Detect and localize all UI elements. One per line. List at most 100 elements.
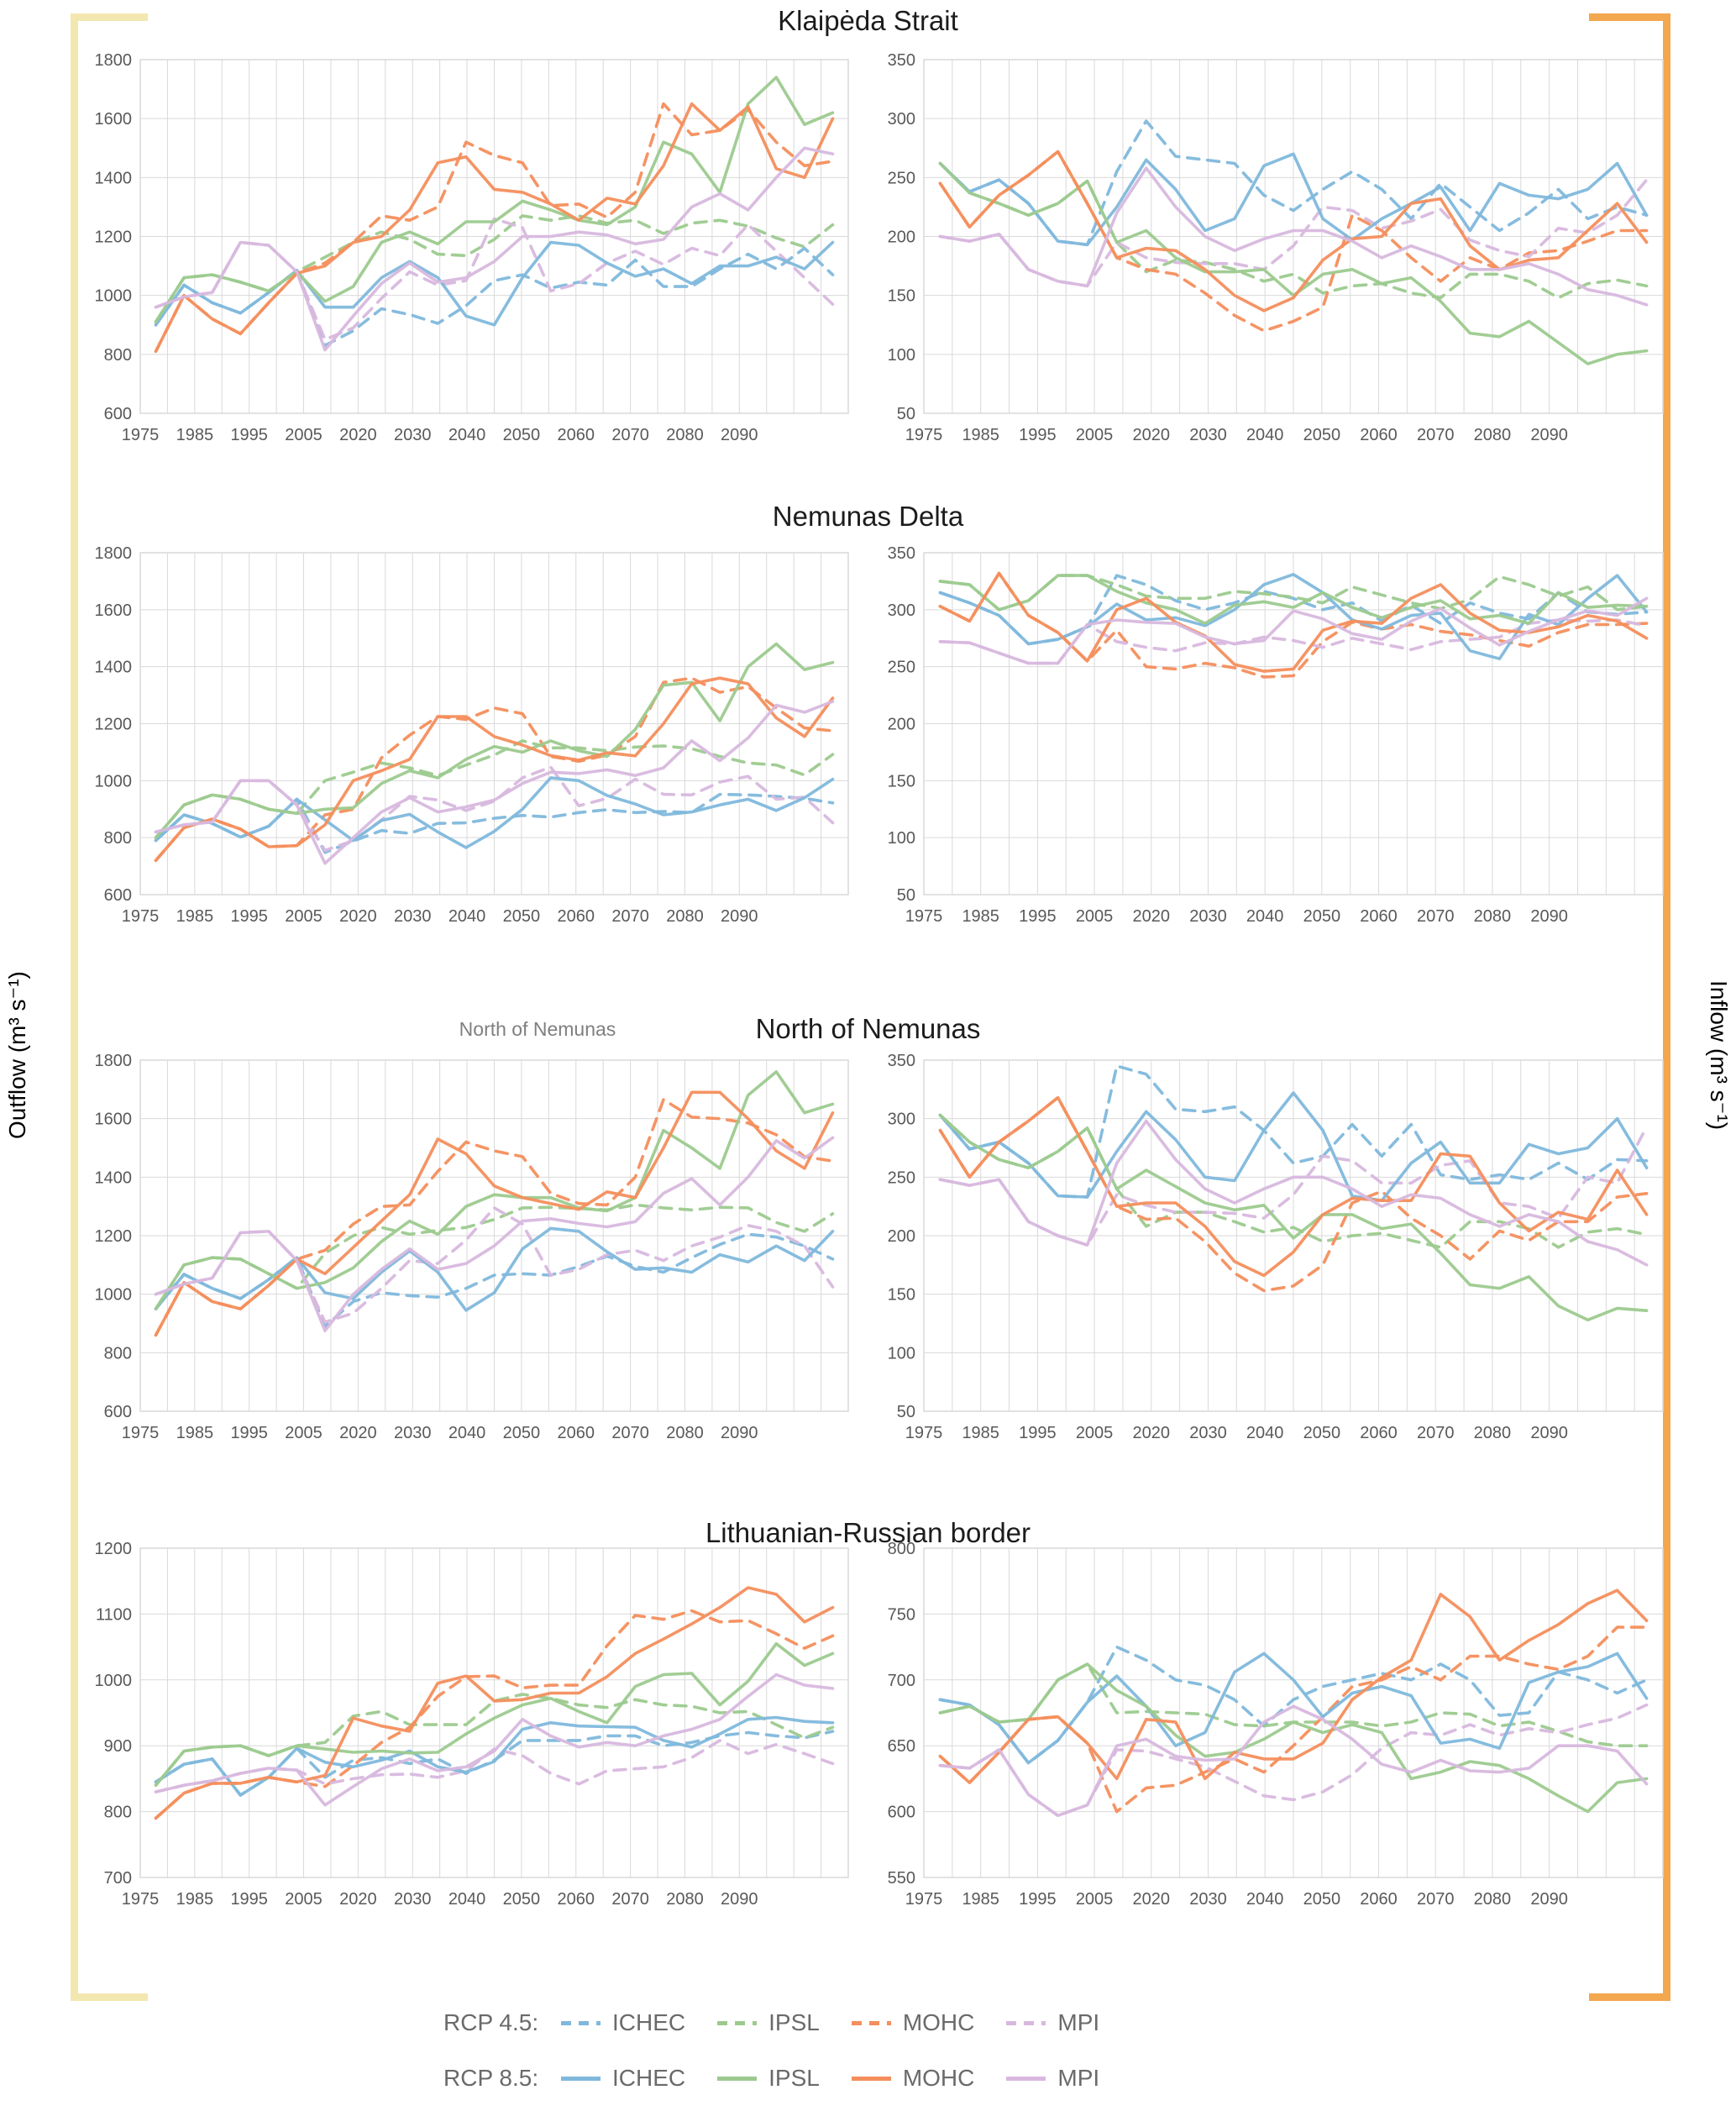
svg-text:2080: 2080 — [666, 1424, 704, 1442]
legend-label: MOHC — [902, 2009, 975, 2035]
svg-text:150: 150 — [888, 1286, 915, 1305]
svg-text:1995: 1995 — [230, 907, 268, 926]
svg-text:800: 800 — [104, 1344, 132, 1363]
svg-text:350: 350 — [888, 544, 915, 563]
svg-text:1000: 1000 — [95, 1672, 133, 1690]
svg-text:750: 750 — [888, 1605, 915, 1624]
row-title-lithuanian-russian-border: Lithuanian-Russian border — [705, 1517, 1031, 1548]
svg-text:1985: 1985 — [962, 426, 999, 444]
svg-text:2030: 2030 — [394, 907, 432, 926]
legend-label: ICHEC — [612, 2009, 686, 2035]
inflow-column-bracket — [1589, 13, 1670, 2001]
svg-text:2060: 2060 — [558, 426, 595, 444]
legend-label: MPI — [1057, 2065, 1100, 2091]
svg-text:1000: 1000 — [95, 287, 133, 306]
svg-text:2070: 2070 — [611, 907, 649, 926]
svg-text:1975: 1975 — [905, 1890, 943, 1909]
svg-text:200: 200 — [888, 1227, 915, 1246]
svg-text:1800: 1800 — [95, 1052, 133, 1070]
svg-text:2080: 2080 — [666, 1890, 704, 1909]
svg-text:2080: 2080 — [666, 426, 704, 444]
svg-text:2070: 2070 — [1417, 1890, 1455, 1909]
svg-text:600: 600 — [888, 1804, 915, 1822]
chart-klaipeda-strait-outflow: 600 800 1000 1200 1400 1600 1800 1975 1985 1995 20… — [75, 48, 860, 460]
svg-text:2060: 2060 — [1360, 1890, 1398, 1909]
ichec-solid-line-swatch — [561, 2076, 601, 2081]
svg-text:50: 50 — [897, 1403, 915, 1421]
svg-text:800: 800 — [104, 346, 132, 365]
legend-item-rcp85-mpi: MPI — [1006, 2065, 1099, 2092]
svg-text:2070: 2070 — [611, 1424, 649, 1442]
svg-text:2020: 2020 — [339, 1424, 377, 1442]
svg-text:2070: 2070 — [611, 426, 649, 444]
svg-text:600: 600 — [104, 1403, 132, 1421]
svg-text:2020: 2020 — [339, 426, 377, 444]
svg-text:1995: 1995 — [1019, 1890, 1057, 1909]
legend-item-rcp45-ichec: ICHEC — [561, 2009, 685, 2036]
svg-text:2020: 2020 — [1133, 907, 1171, 926]
svg-text:1975: 1975 — [905, 426, 943, 444]
svg-text:2005: 2005 — [285, 426, 323, 444]
svg-text:2020: 2020 — [339, 907, 377, 926]
legend-label: IPSL — [768, 2009, 820, 2035]
svg-text:1995: 1995 — [1019, 426, 1057, 444]
svg-text:150: 150 — [888, 772, 915, 790]
outflow-column-bracket — [71, 13, 148, 2001]
svg-text:1985: 1985 — [176, 1890, 214, 1909]
svg-text:300: 300 — [888, 601, 915, 620]
svg-text:2020: 2020 — [1133, 1890, 1171, 1909]
svg-text:1600: 1600 — [95, 110, 133, 129]
svg-text:2060: 2060 — [558, 1890, 595, 1909]
outflow-axis-label: Outflow (m³ s⁻¹) — [4, 971, 30, 1140]
svg-text:2005: 2005 — [285, 907, 323, 926]
svg-text:2030: 2030 — [1189, 426, 1227, 444]
svg-text:2080: 2080 — [1474, 1424, 1512, 1442]
svg-text:2060: 2060 — [1360, 1424, 1398, 1442]
svg-text:1000: 1000 — [95, 1286, 133, 1305]
svg-text:2030: 2030 — [1189, 1890, 1227, 1909]
svg-text:900: 900 — [104, 1737, 132, 1756]
legend-item-rcp85-ipsl: IPSL — [717, 2065, 820, 2092]
svg-text:2090: 2090 — [721, 426, 758, 444]
svg-text:2005: 2005 — [285, 1890, 323, 1909]
mohc-dashed-line-swatch — [851, 2020, 891, 2025]
svg-text:1985: 1985 — [962, 907, 999, 926]
svg-text:650: 650 — [888, 1737, 915, 1756]
svg-text:2090: 2090 — [1530, 426, 1568, 444]
inflow-axis-label: Inflow (m³ s⁻¹) — [1706, 980, 1732, 1131]
svg-text:2030: 2030 — [394, 426, 432, 444]
svg-text:1995: 1995 — [230, 1424, 268, 1442]
chart-north-of-nemunas-inflow: 50 100 150 200 250 300 350 1975 1985 1995 2005 2020… — [858, 1048, 1675, 1458]
svg-text:2030: 2030 — [1189, 1424, 1227, 1442]
svg-text:1975: 1975 — [905, 907, 943, 926]
svg-text:2005: 2005 — [1076, 907, 1114, 926]
svg-text:1975: 1975 — [122, 907, 160, 926]
svg-text:2020: 2020 — [339, 1890, 377, 1909]
svg-text:2030: 2030 — [394, 1424, 432, 1442]
svg-text:1985: 1985 — [962, 1424, 999, 1442]
ichec-dashed-line-swatch — [561, 2020, 601, 2025]
svg-text:1975: 1975 — [905, 1424, 943, 1442]
svg-text:1995: 1995 — [230, 426, 268, 444]
svg-text:600: 600 — [104, 405, 132, 423]
small-chart-subtitle: North of Nemunas — [459, 1018, 616, 1040]
svg-text:1995: 1995 — [230, 1890, 268, 1909]
svg-text:2060: 2060 — [1360, 907, 1398, 926]
svg-text:1975: 1975 — [122, 1890, 160, 1909]
svg-text:2030: 2030 — [394, 1890, 432, 1909]
svg-text:2090: 2090 — [1530, 1424, 1568, 1442]
legend-label: IPSL — [768, 2065, 820, 2091]
svg-text:1600: 1600 — [95, 601, 133, 620]
legend-row-rcp45: RCP 4.5: ICHEC IPSL MOHC MPI — [443, 2009, 1131, 2036]
svg-text:2080: 2080 — [1474, 1890, 1512, 1909]
legend-item-rcp45-mpi: MPI — [1006, 2009, 1099, 2036]
svg-text:2090: 2090 — [721, 1890, 758, 1909]
svg-text:800: 800 — [888, 1540, 915, 1558]
svg-text:250: 250 — [888, 1168, 915, 1187]
svg-text:2050: 2050 — [1303, 1424, 1341, 1442]
svg-text:2040: 2040 — [448, 426, 486, 444]
svg-text:100: 100 — [888, 829, 915, 848]
svg-text:350: 350 — [888, 1052, 915, 1070]
svg-text:150: 150 — [888, 287, 915, 306]
chart-nemunas-delta-inflow: 50 100 150 200 250 300 350 1975 1985 1995 2005 2020… — [858, 541, 1675, 942]
